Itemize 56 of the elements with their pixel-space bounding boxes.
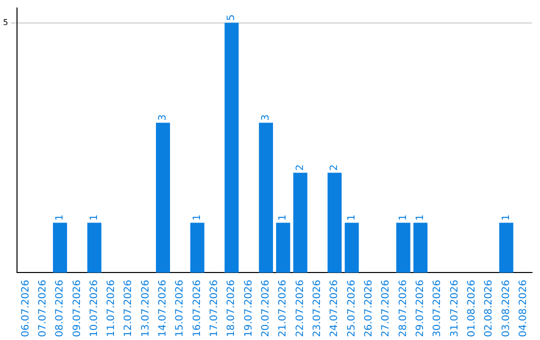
bar <box>52 222 68 273</box>
x-tick-label: 30.07.2026 <box>432 280 444 338</box>
x-tick-label: 18.07.2026 <box>226 280 238 338</box>
x-tick-label: 07.07.2026 <box>37 280 48 338</box>
data-label: 1 <box>278 214 289 221</box>
data-label: 3 <box>260 114 272 121</box>
x-tick-label: 11.07.2026 <box>106 280 118 338</box>
x-tick-label: 25.07.2026 <box>346 280 358 338</box>
bar <box>328 172 342 273</box>
x-tick-label: 06.07.2026 <box>20 280 32 338</box>
data-label: 2 <box>329 164 340 171</box>
bar <box>87 222 102 273</box>
bar <box>156 122 170 273</box>
x-tick-label: 12.07.2026 <box>123 280 134 338</box>
bar <box>499 222 514 273</box>
x-tick-label: 22.07.2026 <box>294 280 306 338</box>
x-tick-label: 28.07.2026 <box>398 280 409 338</box>
bar <box>224 22 239 273</box>
bar <box>413 222 428 273</box>
bar <box>396 222 410 273</box>
data-label: 1 <box>54 214 66 221</box>
x-tick-label: 08.07.2026 <box>54 280 66 338</box>
x-tick-label: 23.07.2026 <box>312 280 324 338</box>
data-label: 2 <box>294 164 306 171</box>
x-tick-label: 24.07.2026 <box>329 280 340 338</box>
x-tick-label: 29.07.2026 <box>415 280 426 338</box>
x-tick-label: 04.08.2026 <box>518 280 530 338</box>
data-label: 1 <box>500 214 512 221</box>
x-tick-label: 16.07.2026 <box>192 280 203 338</box>
data-label: 5 <box>226 14 238 21</box>
x-tick-label: 13.07.2026 <box>140 280 152 338</box>
bar <box>190 222 204 273</box>
data-label: 1 <box>398 214 409 221</box>
x-tick-label: 17.07.2026 <box>209 280 220 338</box>
data-label: 1 <box>415 214 426 221</box>
x-tick-label: 19.07.2026 <box>243 280 254 338</box>
x-tick-label: 31.07.2026 <box>449 280 460 338</box>
bar <box>258 122 273 273</box>
bar <box>293 172 308 273</box>
x-tick-label: 21.07.2026 <box>278 280 289 338</box>
x-tick-label: 03.08.2026 <box>500 280 512 338</box>
data-label: 3 <box>158 114 169 121</box>
x-tick-label: 01.08.2026 <box>466 280 478 338</box>
data-label: 1 <box>88 214 100 221</box>
x-tick-label: 14.07.2026 <box>158 280 169 338</box>
x-tick-label: 09.07.2026 <box>72 280 83 338</box>
x-tick-label: 15.07.2026 <box>174 280 186 338</box>
x-tick-label: 20.07.2026 <box>260 280 272 338</box>
x-tick-label: 27.07.2026 <box>380 280 392 338</box>
x-tick-label: 26.07.2026 <box>364 280 375 338</box>
bar <box>344 222 359 273</box>
x-tick-label: 02.08.2026 <box>484 280 495 338</box>
data-label: 1 <box>192 214 203 221</box>
x-tick-label: 10.07.2026 <box>88 280 100 338</box>
data-label: 1 <box>346 214 358 221</box>
bar <box>276 222 290 273</box>
